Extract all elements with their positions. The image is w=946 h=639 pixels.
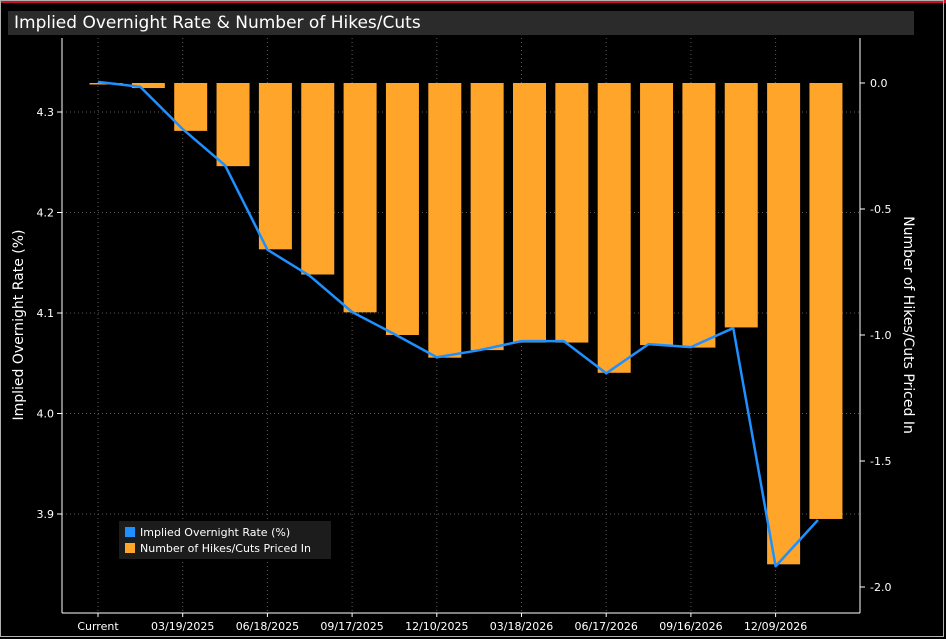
bar-05/07/2025 — [216, 83, 250, 167]
title-bar: Implied Overnight Rate & Number of Hikes… — [8, 11, 914, 35]
bar-04/29/2026 — [555, 83, 589, 343]
bar-01/27/2027 — [809, 83, 843, 519]
bar-06/18/2025 — [258, 83, 292, 250]
right-tick-label: -0.5 — [870, 203, 891, 216]
right-tick-label: -2.0 — [870, 581, 891, 594]
x-tick-label: 03/19/2025 — [151, 620, 214, 633]
left-axis-title: Implied Overnight Rate (%) — [11, 229, 27, 420]
legend-item-rate[interactable]: Implied Overnight Rate (%) — [125, 525, 290, 539]
legend-swatch-hikes — [125, 543, 135, 553]
bar-07/29/2026 — [640, 83, 674, 346]
bar-07/30/2025 — [301, 83, 335, 275]
x-tick-label: Current — [77, 620, 119, 633]
bar-03/18/2026 — [513, 83, 546, 343]
rate-line — [97, 80, 819, 568]
bar-12/09/2026 — [767, 83, 801, 565]
right-tick-label: 0.0 — [870, 77, 888, 90]
bar-09/16/2026 — [682, 83, 716, 348]
top-accent-bar — [0, 0, 946, 3]
bar-01/28/2026 — [470, 83, 504, 351]
left-tick-label: 4.1 — [37, 307, 55, 320]
x-tick-label: 09/17/2025 — [320, 620, 383, 633]
chart-title: Implied Overnight Rate & Number of Hikes… — [14, 13, 421, 33]
x-tick-label: 09/16/2026 — [659, 620, 722, 633]
x-tick-label: 12/10/2025 — [405, 620, 468, 633]
legend-swatch-rate — [125, 527, 135, 537]
right-axis-title: Number of Hikes/Cuts Priced In — [900, 216, 916, 434]
bar-03/19/2025 — [174, 83, 208, 131]
x-tick-label: 06/18/2025 — [236, 620, 299, 633]
x-tick-label: 03/18/2026 — [490, 620, 553, 633]
bar-10/28/2026 — [724, 83, 758, 328]
bar-06/17/2026 — [597, 83, 631, 373]
legend-item-hikes[interactable]: Number of Hikes/Cuts Priced In — [125, 541, 311, 555]
x-tick-label: 12/09/2026 — [744, 620, 807, 633]
legend: Implied Overnight Rate (%) Number of Hik… — [119, 521, 331, 559]
bar-01/29/2025 — [131, 83, 165, 89]
right-tick-label: -1.0 — [870, 329, 891, 342]
right-tick-label: -1.5 — [870, 455, 891, 468]
legend-label-hikes: Number of Hikes/Cuts Priced In — [140, 541, 312, 555]
x-tick-label: 06/17/2026 — [574, 620, 637, 633]
bar-10/29/2025 — [385, 83, 419, 335]
left-tick-label: 4.3 — [37, 106, 55, 119]
left-tick-label: 4.2 — [37, 207, 55, 220]
bar-12/10/2025 — [428, 83, 462, 358]
left-tick-label: 3.9 — [37, 508, 55, 521]
left-tick-label: 4.0 — [37, 408, 55, 421]
bar-09/17/2025 — [343, 83, 377, 313]
legend-label-rate: Implied Overnight Rate (%) — [140, 525, 291, 539]
